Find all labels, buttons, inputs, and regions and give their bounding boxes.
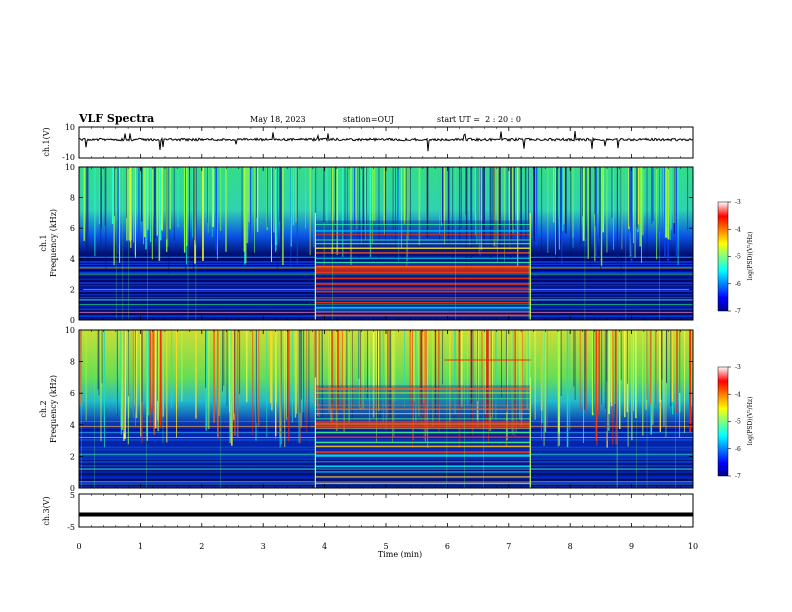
spectral-band bbox=[79, 458, 693, 460]
ytick-label: 2 bbox=[70, 452, 75, 461]
colorbar-tick-label: -6 bbox=[735, 281, 741, 288]
ytick-label: 6 bbox=[70, 389, 75, 398]
spectral-band bbox=[79, 255, 693, 257]
ytick-label: 4 bbox=[70, 421, 75, 430]
xtick-label: 1 bbox=[138, 542, 143, 551]
ch1-waveform-ylabel: ch.1(V) bbox=[42, 127, 51, 156]
xtick-label: 5 bbox=[383, 542, 388, 551]
ch2-spectrogram-panel: 0 2 4 6 8 10 ch.2 Frequency (kHz) -3 -4 -5 -6 -7 … bbox=[39, 326, 754, 493]
ch1-trace bbox=[79, 131, 693, 152]
colorbar-tick-label: -5 bbox=[735, 254, 741, 261]
spectral-band bbox=[79, 439, 693, 441]
xtick-label: 8 bbox=[568, 542, 573, 551]
ytick-label: 8 bbox=[70, 194, 75, 203]
xtick-label: 3 bbox=[261, 542, 266, 551]
colorbar-tick-label: -3 bbox=[735, 199, 741, 206]
colorbar-tick-label: -3 bbox=[735, 364, 741, 371]
ch1-spec-ylabel: Frequency (kHz) bbox=[49, 209, 58, 277]
ytick-label: 0 bbox=[70, 484, 75, 493]
colorbar-tick-label: -4 bbox=[735, 226, 741, 233]
ch3-waveform-panel: 5 -5 ch.3(V) bbox=[42, 491, 694, 532]
spectral-band bbox=[79, 274, 693, 277]
spectral-band bbox=[79, 260, 693, 263]
spectral-band bbox=[79, 442, 693, 445]
spectral-band bbox=[79, 452, 693, 455]
ch3-waveform-ylabel: ch.3(V) bbox=[42, 496, 51, 525]
ch1-waveform-panel: 10 -10 ch.1(V) bbox=[42, 123, 694, 162]
spectral-band bbox=[79, 449, 693, 451]
ch1-ytick-top: 10 bbox=[65, 123, 75, 132]
spectral-band bbox=[79, 475, 693, 478]
ch3-ytick-top: 5 bbox=[70, 491, 75, 500]
spectral-band bbox=[79, 456, 693, 458]
ch1-colorbar: -3 -4 -5 -6 -7 log(PSD)(V²/Hz) bbox=[717, 199, 754, 315]
colorbar-tick-label: -6 bbox=[735, 446, 741, 453]
xtick-label: 9 bbox=[629, 542, 634, 551]
xtick-label: 0 bbox=[76, 542, 81, 551]
ch2-colorbar: -3 -4 -5 -6 -7 log(PSD)(V²/Hz) bbox=[717, 364, 754, 480]
xaxis-label: Time (min) bbox=[378, 550, 422, 559]
xtick-label: 4 bbox=[322, 542, 327, 551]
ch1-spec-ylabel-channel: ch.1 bbox=[39, 234, 48, 251]
spectral-band bbox=[79, 481, 693, 483]
xtick-label: 10 bbox=[688, 542, 698, 551]
xtick-label: 2 bbox=[199, 542, 204, 551]
header-start-time: start UT = 2 : 20 : 0 bbox=[437, 115, 521, 124]
ch2-spec-ylabel: Frequency (kHz) bbox=[49, 375, 58, 443]
ytick-label: 10 bbox=[65, 326, 75, 335]
ch1-spectrogram-panel: 0 2 4 6 8 10 ch.1 Frequency (kHz) -3 -4 -5 -6 -7 … bbox=[39, 163, 754, 325]
spectral-band bbox=[79, 285, 693, 287]
xtick-label: 6 bbox=[445, 542, 450, 551]
colorbar-tick-label: -4 bbox=[735, 391, 741, 398]
ytick-label: 4 bbox=[70, 255, 75, 264]
chart-title: VLF Spectra bbox=[78, 112, 154, 125]
ch1-ytick-bottom: -10 bbox=[62, 153, 75, 162]
spectral-band bbox=[79, 477, 693, 479]
ytick-label: 8 bbox=[70, 358, 75, 367]
ytick-label: 10 bbox=[65, 163, 75, 172]
colorbar-tick-label: -5 bbox=[735, 419, 741, 426]
spectral-band bbox=[79, 278, 693, 280]
spectral-band bbox=[79, 263, 693, 266]
header-station: station=OUJ bbox=[343, 115, 394, 124]
xtick-label: 7 bbox=[506, 542, 511, 551]
spectral-band bbox=[79, 259, 693, 261]
spectral-band bbox=[79, 446, 693, 449]
ytick-label: 6 bbox=[70, 224, 75, 233]
ch2-spec-ylabel-channel: ch.2 bbox=[39, 400, 48, 417]
ch3-ytick-bottom: -5 bbox=[67, 523, 75, 532]
header-date: May 18, 2023 bbox=[250, 115, 306, 124]
spectral-band bbox=[79, 308, 693, 311]
ch2-colorbar-label: log(PSD)(V²/Hz) bbox=[747, 397, 754, 446]
colorbar-tick-label: -7 bbox=[735, 473, 741, 480]
time-axis: 0 1 2 3 4 5 6 7 8 9 10 bbox=[76, 127, 698, 551]
colorbar-tick-label: -7 bbox=[735, 308, 741, 315]
ch1-colorbar-label: log(PSD)(V²/Hz) bbox=[747, 232, 754, 281]
event-hot-band bbox=[315, 420, 531, 429]
ytick-label: 2 bbox=[70, 285, 75, 294]
event-hot-band bbox=[315, 265, 531, 274]
ch1-spectrogram-image bbox=[79, 167, 693, 320]
spectral-band bbox=[79, 298, 693, 301]
ytick-label: 0 bbox=[70, 316, 75, 325]
spectral-band bbox=[79, 294, 693, 296]
spectral-band bbox=[79, 305, 693, 308]
